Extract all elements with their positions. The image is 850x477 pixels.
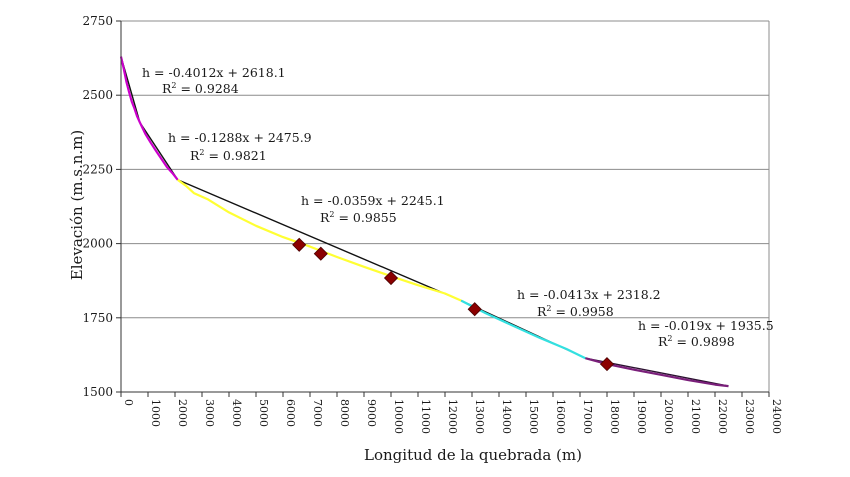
x-tick-label-11000: 11000	[419, 399, 432, 434]
x-tick-label-2000: 2000	[176, 399, 189, 427]
series-line-4	[460, 299, 586, 360]
trend-line-3	[177, 179, 462, 302]
fit-r2-letter-3: R	[320, 210, 330, 225]
diamond-marker-2	[313, 246, 328, 261]
fit-equation-4: h = -0.0413x + 2318.2	[517, 287, 661, 302]
x-tick-label-9000: 9000	[365, 399, 378, 427]
fit-r2-4: R2 = 0.9958	[537, 304, 614, 319]
fit-r2-value-5: = 0.9898	[673, 334, 735, 349]
fit-r2-letter-1: R	[162, 81, 172, 96]
x-tick-label-5000: 5000	[257, 399, 270, 427]
gridlines	[121, 20, 770, 392]
x-tick-label-20000: 20000	[662, 399, 675, 434]
axes	[116, 20, 770, 397]
series-line-2	[138, 122, 179, 181]
series-line-1	[119, 56, 141, 123]
fit-r2-letter-5: R	[658, 334, 668, 349]
y-axis-title: Elevación (m.s.n.m)	[68, 130, 86, 281]
x-tick-label-14000: 14000	[500, 399, 513, 434]
fit-annotation-3: h = -0.0359x + 2245.1 R2 = 0.9855	[301, 193, 445, 225]
x-axis-title: Longitud de la quebrada (m)	[364, 446, 582, 464]
tick-labels: 1500 1750 2000 2250 2500 2750 0 1000 2000 3000 400…	[82, 14, 783, 434]
x-tick-label-10000: 10000	[392, 399, 405, 434]
x-tick-label-17000: 17000	[581, 399, 594, 434]
fit-r2-exp-2: 2	[199, 148, 204, 157]
fit-r2-5: R2 = 0.9898	[658, 334, 735, 349]
x-tick-label-1000: 1000	[149, 399, 162, 427]
y-tick-label-1750: 1750	[82, 311, 113, 325]
x-tick-label-12000: 12000	[446, 399, 459, 434]
trend-line-2	[139, 122, 179, 181]
fit-annotation-1: h = -0.4012x + 2618.1 R2 = 0.9284	[142, 65, 286, 96]
x-tick-label-22000: 22000	[716, 399, 729, 434]
x-tick-label-6000: 6000	[284, 399, 297, 427]
fit-r2-exp-4: 2	[546, 304, 551, 313]
fit-annotation-2: h = -0.1288x + 2475.9 R2 = 0.9821	[168, 130, 312, 163]
diamond-markers	[292, 237, 615, 372]
x-tick-label-13000: 13000	[473, 399, 486, 434]
x-tick-label-24000: 24000	[770, 399, 783, 434]
fit-r2-1: R2 = 0.9284	[162, 81, 239, 96]
x-tick-label-3000: 3000	[203, 399, 216, 427]
fit-r2-value-3: = 0.9855	[335, 210, 397, 225]
y-tick-label-2000: 2000	[82, 237, 113, 251]
x-tick-label-0: 0	[122, 399, 135, 406]
fit-equation-1: h = -0.4012x + 2618.1	[142, 65, 286, 80]
x-tick-label-16000: 16000	[554, 399, 567, 434]
diamond-marker-1	[292, 237, 307, 252]
fit-r2-exp-1: 2	[171, 81, 176, 90]
fit-annotation-4: h = -0.0413x + 2318.2 R2 = 0.9958	[517, 287, 661, 319]
x-tick-label-19000: 19000	[635, 399, 648, 434]
fit-r2-value-1: = 0.9284	[177, 81, 239, 96]
y-tick-label-2750: 2750	[82, 14, 113, 28]
fit-r2-3: R2 = 0.9855	[320, 210, 397, 225]
fit-r2-letter-2: R	[190, 148, 200, 163]
fit-r2-exp-5: 2	[667, 334, 672, 343]
y-tick-label-2500: 2500	[82, 88, 113, 102]
fit-equation-2: h = -0.1288x + 2475.9	[168, 130, 312, 145]
fit-r2-value-2: = 0.9821	[205, 148, 267, 163]
y-tick-label-1500: 1500	[82, 385, 113, 399]
x-tick-label-18000: 18000	[608, 399, 621, 434]
diamond-marker-4	[467, 302, 482, 317]
fit-r2-exp-3: 2	[329, 210, 334, 219]
fit-r2-letter-4: R	[537, 304, 547, 319]
x-tick-label-15000: 15000	[527, 399, 540, 434]
x-tick-label-23000: 23000	[743, 399, 756, 434]
fit-annotation-5: h = -0.019x + 1935.5 R2 = 0.9898	[638, 318, 774, 349]
x-tick-label-21000: 21000	[689, 399, 702, 434]
fit-r2-value-4: = 0.9958	[552, 304, 614, 319]
x-tick-label-8000: 8000	[338, 399, 351, 427]
fit-equation-5: h = -0.019x + 1935.5	[638, 318, 774, 333]
diamond-marker-5	[599, 357, 615, 372]
x-tick-label-4000: 4000	[230, 399, 243, 427]
fit-equation-3: h = -0.0359x + 2245.1	[301, 193, 445, 208]
fit-r2-2: R2 = 0.9821	[190, 148, 267, 163]
x-tick-label-7000: 7000	[311, 399, 324, 427]
diamond-marker-3	[383, 270, 399, 286]
y-tick-label-2250: 2250	[82, 162, 113, 176]
